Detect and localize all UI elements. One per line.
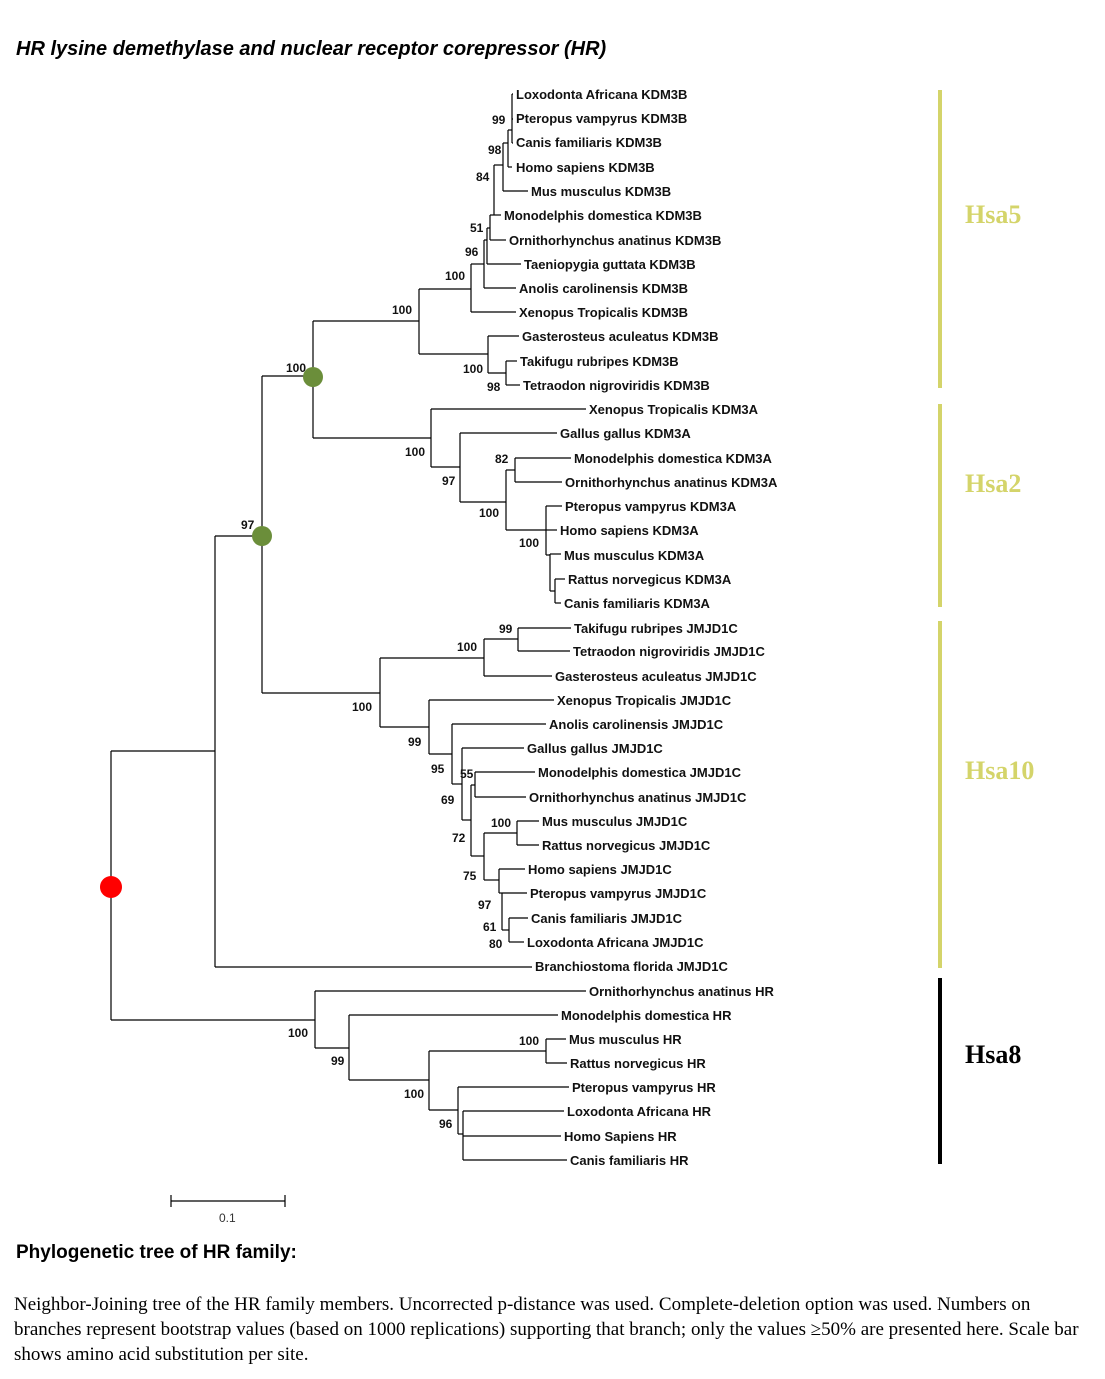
leaf-labels: Loxodonta Africana KDM3B Pteropus vampyr…: [504, 87, 778, 1168]
leaf-label: Canis familiaris KDM3A: [564, 596, 711, 611]
bootstrap-value: 99: [331, 1054, 345, 1068]
bootstrap-value: 100: [352, 700, 372, 714]
group-label-hsa10: Hsa10: [965, 756, 1034, 785]
leaf-label: Homo sapiens KDM3B: [516, 160, 655, 175]
bootstrap-value: 51: [470, 221, 484, 235]
leaf-label: Canis familiaris HR: [570, 1153, 689, 1168]
scale-bar-label: 0.1: [219, 1211, 236, 1225]
leaf-label: Canis familiaris KDM3B: [516, 135, 662, 150]
bootstrap-value: 96: [465, 245, 479, 259]
bootstrap-value: 100: [392, 303, 412, 317]
group-brackets: Hsa5 Hsa2 Hsa10 Hsa8: [938, 90, 1034, 1164]
leaf-label: Canis familiaris JMJD1C: [531, 911, 683, 926]
bootstrap-value: 100: [404, 1087, 424, 1101]
node-markers: [100, 367, 323, 898]
bootstrap-value: 95: [431, 762, 445, 776]
leaf-label: Gallus gallus JMJD1C: [527, 741, 663, 756]
leaf-label: Pteropus vampyrus HR: [572, 1080, 716, 1095]
tree-branches: [110, 93, 586, 1161]
leaf-label: Pteropus vampyrus KDM3A: [565, 499, 737, 514]
red-node-marker: [100, 876, 122, 898]
leaf-label: Tetraodon nigroviridis KDM3B: [523, 378, 710, 393]
leaf-label: Monodelphis domestica HR: [561, 1008, 732, 1023]
bootstrap-value: 97: [241, 518, 255, 532]
leaf-label: Takifugu rubripes JMJD1C: [574, 621, 738, 636]
leaf-label: Homo sapiens KDM3A: [560, 523, 699, 538]
bootstrap-value: 100: [479, 506, 499, 520]
bootstrap-value: 99: [492, 113, 506, 127]
bootstrap-value: 98: [488, 143, 502, 157]
leaf-label: Gasterosteus aculeatus KDM3B: [522, 329, 719, 344]
bootstrap-value: 99: [499, 622, 513, 636]
bootstrap-value: 100: [491, 816, 511, 830]
group-label-hsa8: Hsa8: [965, 1040, 1021, 1069]
bootstrap-value: 100: [519, 1034, 539, 1048]
bootstrap-value: 100: [519, 536, 539, 550]
leaf-label: Mus musculus KDM3A: [564, 548, 705, 563]
bootstrap-value: 97: [478, 898, 492, 912]
leaf-label: Rattus norvegicus HR: [570, 1056, 706, 1071]
group-label-hsa5: Hsa5: [965, 200, 1021, 229]
bootstrap-value: 55: [460, 767, 474, 781]
leaf-label: Ornithorhynchus anatinus KDM3B: [509, 233, 721, 248]
scale-bar: 0.1: [170, 1195, 286, 1225]
leaf-label: Rattus norvegicus KDM3A: [568, 572, 732, 587]
bootstrap-value: 100: [286, 361, 306, 375]
leaf-label: Gallus gallus KDM3A: [560, 426, 691, 441]
leaf-label: Mus musculus JMJD1C: [542, 814, 688, 829]
bootstrap-value: 97: [442, 474, 456, 488]
leaf-label: Monodelphis domestica KDM3B: [504, 208, 702, 223]
bootstrap-value: 100: [463, 362, 483, 376]
leaf-label: Loxodonta Africana HR: [567, 1104, 712, 1119]
figure-title: HR lysine demethylase and nuclear recept…: [16, 38, 607, 60]
caption-heading: Phylogenetic tree of HR family:: [16, 1242, 297, 1263]
leaf-label: Ornithorhynchus anatinus KDM3A: [565, 475, 778, 490]
bootstrap-value: 99: [408, 735, 422, 749]
green-node-marker: [303, 367, 323, 387]
leaf-label: Homo Sapiens HR: [564, 1129, 677, 1144]
caption-text: Neighbor-Joining tree of the HR family m…: [14, 1294, 1079, 1365]
bootstrap-value: 80: [489, 937, 503, 951]
bootstrap-value: 100: [288, 1026, 308, 1040]
leaf-label: Xenopus Tropicalis JMJD1C: [557, 693, 732, 708]
scale-bar-line: [170, 1195, 286, 1207]
leaf-label: Anolis carolinensis KDM3B: [519, 281, 688, 296]
group-label-hsa2: Hsa2: [965, 469, 1021, 498]
bootstrap-value: 96: [439, 1117, 453, 1131]
bootstrap-value: 61: [483, 920, 497, 934]
leaf-label: Anolis carolinensis JMJD1C: [549, 717, 724, 732]
bootstrap-value: 75: [463, 869, 477, 883]
leaf-label: Xenopus Tropicalis KDM3A: [589, 402, 759, 417]
leaf-label: Monodelphis domestica KDM3A: [574, 451, 773, 466]
green-node-marker: [252, 526, 272, 546]
bootstrap-value: 100: [457, 640, 477, 654]
bootstrap-value: 84: [476, 170, 490, 184]
leaf-label: Ornithorhynchus anatinus JMJD1C: [529, 790, 747, 805]
bootstrap-values: 99 98 84 51 96 100 100 100 98 100 100 97…: [241, 113, 539, 1131]
leaf-label: Taeniopygia guttata KDM3B: [524, 257, 696, 272]
leaf-label: Homo sapiens JMJD1C: [528, 862, 672, 877]
leaf-label: Loxodonta Africana JMJD1C: [527, 935, 704, 950]
leaf-label: Rattus norvegicus JMJD1C: [542, 838, 711, 853]
bootstrap-value: 100: [405, 445, 425, 459]
leaf-label: Xenopus Tropicalis KDM3B: [519, 305, 688, 320]
leaf-label: Branchiostoma florida JMJD1C: [535, 959, 728, 974]
bootstrap-value: 100: [445, 269, 465, 283]
leaf-label: Takifugu rubripes KDM3B: [520, 354, 679, 369]
leaf-label: Gasterosteus aculeatus JMJD1C: [555, 669, 757, 684]
bootstrap-value: 82: [495, 452, 509, 466]
leaf-label: Ornithorhynchus anatinus HR: [589, 984, 775, 999]
bootstrap-value: 98: [487, 380, 501, 394]
bootstrap-value: 72: [452, 831, 466, 845]
bootstrap-value: 69: [441, 793, 455, 807]
leaf-label: Tetraodon nigroviridis JMJD1C: [573, 644, 766, 659]
leaf-label: Mus musculus HR: [569, 1032, 682, 1047]
leaf-label: Loxodonta Africana KDM3B: [516, 87, 687, 102]
leaf-label: Pteropus vampyrus JMJD1C: [530, 886, 707, 901]
leaf-label: Mus musculus KDM3B: [531, 184, 671, 199]
leaf-label: Pteropus vampyrus KDM3B: [516, 111, 687, 126]
leaf-label: Monodelphis domestica JMJD1C: [538, 765, 742, 780]
